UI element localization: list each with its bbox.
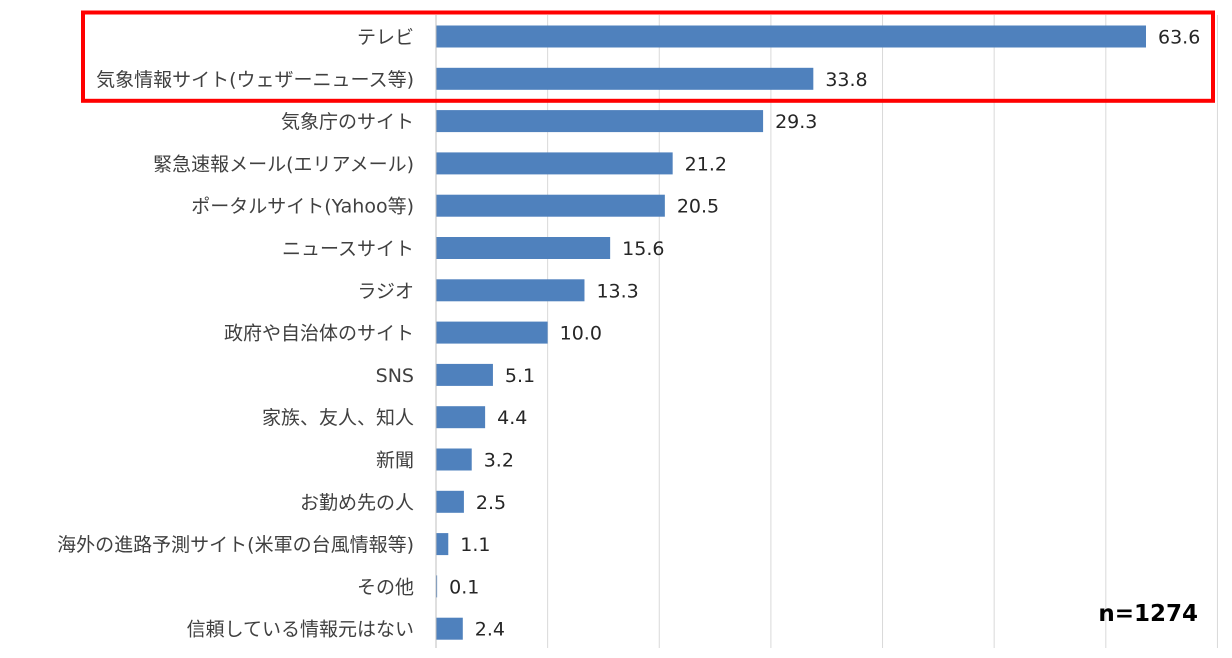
bar [436,279,585,302]
category-label: 新聞 [376,450,414,472]
category-label: お勤め先の人 [300,492,414,514]
category-label: その他 [357,576,414,598]
category-label: 家族、友人、知人 [262,407,414,429]
sample-size-label: n=1274 [1098,601,1198,627]
category-label: テレビ [357,27,414,49]
bar [436,406,486,429]
value-label: 21.2 [685,153,727,175]
bar [436,152,673,175]
category-label: 信頼している情報元はない [187,619,414,641]
value-label: 5.1 [505,365,535,387]
bar [436,67,814,90]
bar [436,321,548,344]
gridlines [547,15,1218,648]
value-label: 10.0 [560,323,602,345]
category-label: ニュースサイト [282,238,414,260]
category-label: ラジオ [357,280,414,302]
category-label: 気象庁のサイト [281,111,414,133]
value-labels: 63.6 33.8 29.3 21.2 20.5 15.6 13.3 10.0 5.1 4.4 3.… [449,27,1200,641]
category-label: 政府や自治体のサイト [224,323,414,345]
category-label: 緊急速報メール(エリアメール) [153,153,414,175]
value-label: 3.2 [484,450,514,472]
value-label: 4.4 [497,407,527,429]
value-label: 20.5 [677,196,719,218]
value-label: 15.6 [622,238,664,260]
highlight-box [81,10,1215,103]
category-label: SNS [376,365,414,387]
category-label: 気象情報サイト(ウェザーニュース等) [96,69,414,91]
bars [436,25,1146,640]
bar [436,490,464,513]
value-label: 1.1 [460,534,490,556]
bar [436,617,463,640]
bar [436,575,438,598]
value-label: 2.5 [476,492,506,514]
bar [436,533,449,556]
category-label: ポータルサイト(Yahoo等) [191,196,414,218]
bar [436,110,764,133]
value-label: 0.1 [449,576,479,598]
bar [436,194,665,217]
bar [436,363,493,386]
category-label: 海外の進路予測サイト(米軍の台風情報等) [57,534,414,556]
value-label: 63.6 [1158,27,1200,49]
bar [436,25,1146,48]
value-label: 33.8 [825,69,867,91]
value-label: 2.4 [475,619,505,641]
bar [436,448,472,471]
bar [436,237,611,259]
value-label: 13.3 [596,280,638,302]
value-label: 29.3 [775,111,817,133]
